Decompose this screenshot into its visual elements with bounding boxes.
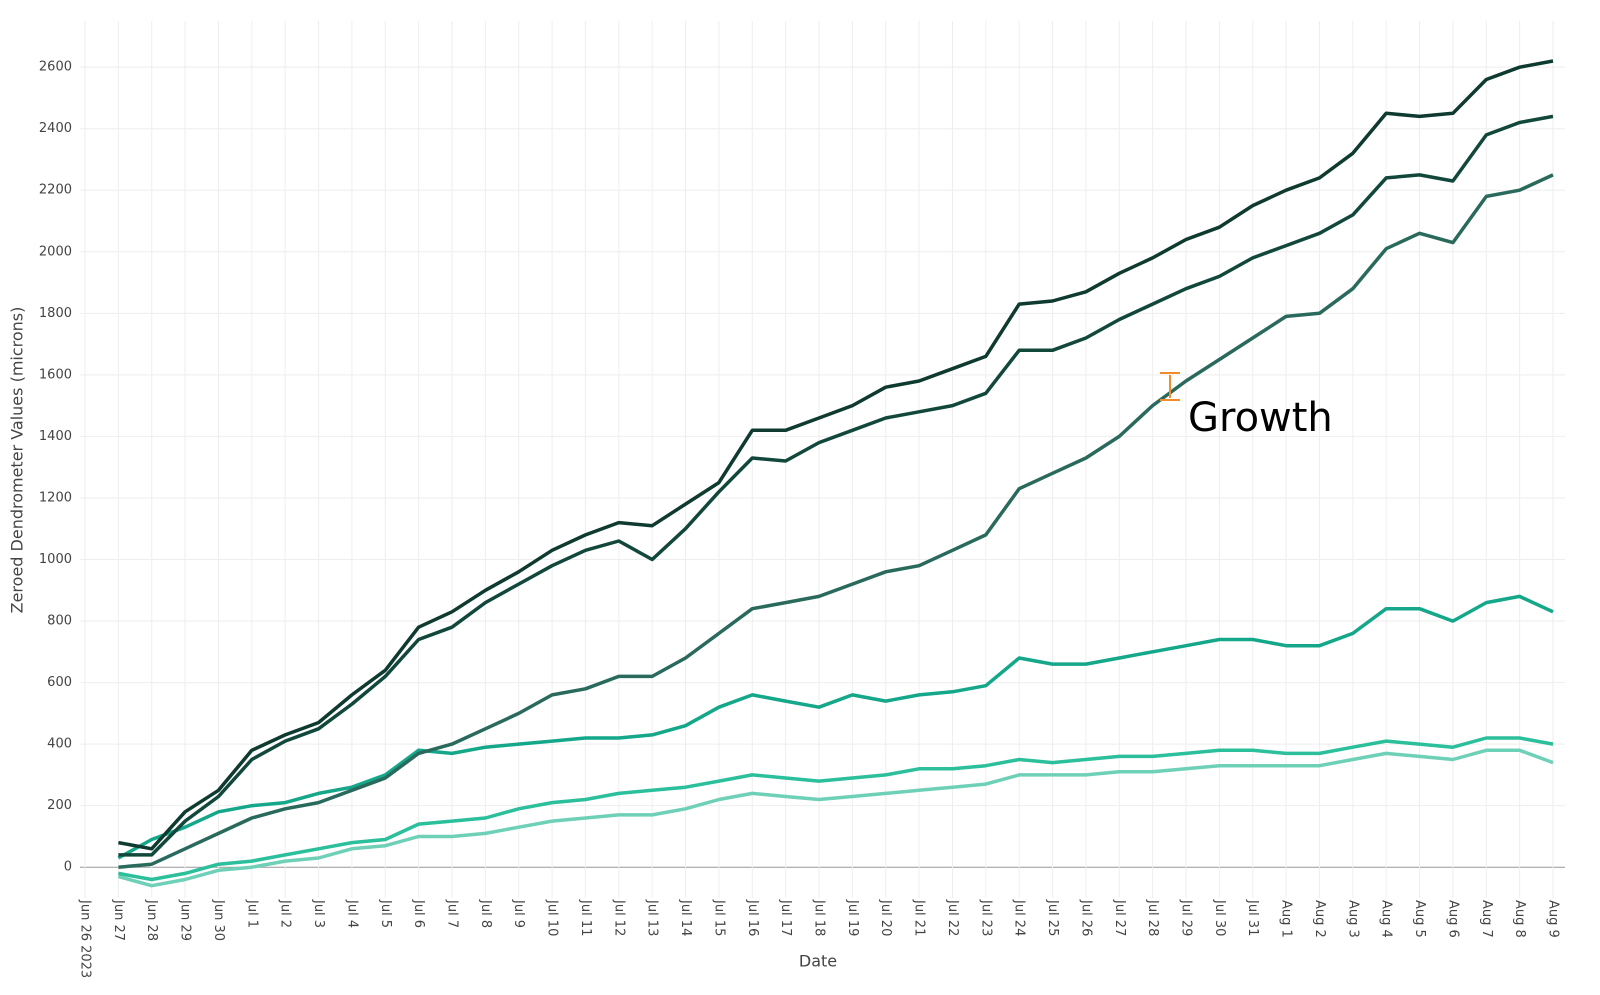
x-tick-label: Aug 3 bbox=[1345, 900, 1360, 938]
x-tick-label: Jun 27 bbox=[111, 899, 126, 941]
x-tick-label: Jul 6 bbox=[411, 899, 426, 928]
y-tick-label: 2600 bbox=[39, 60, 72, 75]
x-tick-label: Jul 26 bbox=[1078, 899, 1093, 936]
series-line bbox=[117, 594, 1554, 860]
x-tick-label: Jul 2 bbox=[278, 899, 293, 928]
x-tick-label: Jul 14 bbox=[678, 899, 693, 936]
x-tick-label: Jul 27 bbox=[1112, 899, 1127, 936]
x-tick-label: Jul 19 bbox=[845, 899, 860, 936]
y-tick-label: 2200 bbox=[39, 183, 72, 198]
x-tick-label: Jul 15 bbox=[711, 899, 726, 936]
x-tick-label: Jul 5 bbox=[378, 899, 393, 928]
growth-bracket bbox=[1160, 372, 1180, 401]
annotation: Growth bbox=[1188, 395, 1333, 441]
y-tick-label: 2000 bbox=[39, 244, 72, 259]
series-line bbox=[118, 736, 1554, 882]
x-tick-label: Jul 17 bbox=[778, 899, 793, 936]
y-tick-label: 1400 bbox=[39, 429, 72, 444]
x-tick-label: Aug 1 bbox=[1279, 900, 1294, 938]
x-tick-label: Jul 10 bbox=[545, 899, 560, 936]
x-tick-label: Jul 23 bbox=[978, 899, 993, 936]
x-tick-label: Jun 29 bbox=[178, 899, 193, 941]
x-tick-label: Jul 24 bbox=[1012, 899, 1027, 936]
y-tick-label: 1200 bbox=[39, 490, 72, 505]
x-tick-label: Jul 7 bbox=[445, 899, 460, 928]
y-tick-label: 800 bbox=[47, 614, 72, 629]
x-tick-label: Aug 6 bbox=[1445, 900, 1460, 938]
y-tick-label: 2400 bbox=[39, 121, 72, 136]
x-axis-label: Date bbox=[799, 952, 837, 971]
x-tick-label: Aug 7 bbox=[1479, 900, 1494, 938]
y-axis-label: Zeroed Dendrometer Values (microns) bbox=[8, 307, 27, 614]
y-tick-label: 1600 bbox=[39, 367, 72, 382]
x-tick-label: Aug 4 bbox=[1379, 900, 1394, 938]
x-tick-label: Jul 21 bbox=[912, 899, 927, 936]
y-tick-label: 200 bbox=[47, 798, 72, 813]
x-tick-label: Jul 20 bbox=[878, 899, 893, 936]
x-tick-label: Jul 22 bbox=[945, 899, 960, 936]
x-tick-label: Jul 25 bbox=[1045, 899, 1060, 936]
x-tick-label: Jul 3 bbox=[311, 899, 326, 928]
x-tick-label: Aug 9 bbox=[1546, 900, 1561, 938]
x-tick-label: Jul 29 bbox=[1179, 899, 1194, 936]
x-tick-label: Jul 30 bbox=[1212, 899, 1227, 936]
x-tick-label: Jul 4 bbox=[344, 899, 359, 928]
x-tick-label: Jul 16 bbox=[745, 899, 760, 936]
grid bbox=[80, 21, 1565, 898]
series-line bbox=[117, 748, 1554, 888]
x-tick-label: Jun 28 bbox=[144, 899, 159, 941]
lines bbox=[117, 59, 1554, 888]
x-tick-label: Jul 28 bbox=[1145, 899, 1160, 936]
x-tick-label: Jul 12 bbox=[611, 899, 626, 936]
y-tick-label: 0 bbox=[64, 860, 72, 875]
x-tick-label: Aug 2 bbox=[1312, 900, 1327, 938]
x-tick-label: Jul 31 bbox=[1245, 899, 1260, 936]
x-tick-label: Jul 8 bbox=[478, 899, 493, 928]
x-tick-label: Jul 11 bbox=[578, 899, 593, 936]
y-tick-label: 1800 bbox=[39, 306, 72, 321]
x-tick-label: Jun 30 bbox=[211, 899, 226, 941]
x-tick-label: Jul 9 bbox=[511, 899, 526, 928]
series-line bbox=[118, 114, 1554, 857]
x-tick-label: Jul 13 bbox=[645, 899, 660, 936]
y-tick-label: 600 bbox=[47, 675, 72, 690]
series-line bbox=[118, 59, 1554, 851]
plot: 0 200 400 600 800 1000 1200 1400 1600 1800 2000 220… bbox=[39, 21, 1565, 978]
series-line bbox=[118, 173, 1554, 869]
x-tick-label: Jun 26 2023 bbox=[78, 899, 93, 978]
x-tick-label: Aug 5 bbox=[1412, 900, 1427, 938]
x-tick-label: Aug 8 bbox=[1512, 900, 1527, 938]
y-tick-label: 1000 bbox=[39, 552, 72, 567]
x-tick-label: Jul 1 bbox=[244, 899, 259, 928]
labels: 0 200 400 600 800 1000 1200 1400 1600 1800 2000 220… bbox=[39, 60, 1561, 979]
x-tick-label: Jul 18 bbox=[812, 899, 827, 936]
y-tick-label: 400 bbox=[47, 737, 72, 752]
